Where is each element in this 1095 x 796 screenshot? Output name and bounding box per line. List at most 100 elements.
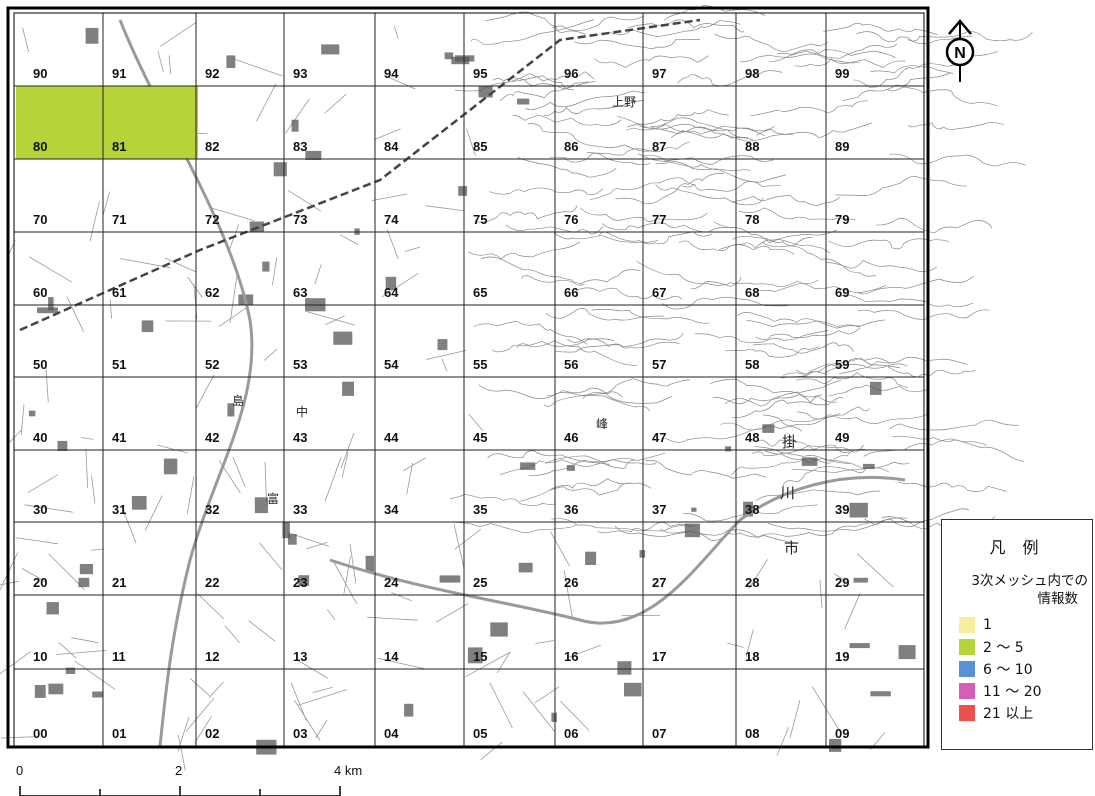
- contour-line: [794, 58, 906, 68]
- contour-line: [776, 43, 898, 59]
- contour-line: [828, 384, 927, 397]
- legend-item: 1: [959, 614, 1042, 636]
- mesh-cell-label: 09: [835, 726, 849, 741]
- street-line: [522, 691, 555, 732]
- contour-line: [713, 221, 813, 246]
- street-line: [406, 462, 413, 495]
- contour-line: [712, 394, 822, 405]
- river-line: [329, 475, 906, 625]
- street-line: [550, 531, 570, 567]
- contour-line: [449, 493, 555, 506]
- contour-line: [755, 489, 880, 501]
- street-line: [748, 559, 768, 589]
- street-line: [535, 640, 554, 644]
- street-line: [426, 350, 467, 360]
- building-block: [849, 643, 870, 649]
- mesh-cell-label: 98: [745, 66, 759, 81]
- contour-line: [470, 19, 595, 45]
- mesh-cell-label: 40: [33, 430, 47, 445]
- contour-line: [823, 22, 938, 36]
- street-line: [325, 315, 345, 326]
- mesh-cell-label: 17: [652, 649, 666, 664]
- building-block: [131, 496, 147, 510]
- street-line: [210, 207, 255, 222]
- street-line: [856, 553, 894, 588]
- street-line: [45, 368, 49, 403]
- street-line: [306, 541, 328, 550]
- contour-line: [476, 205, 578, 223]
- building-block: [624, 682, 642, 697]
- building-block: [92, 691, 103, 698]
- legend-item-label: 11 ～ 20: [983, 684, 1042, 700]
- contour-line: [527, 123, 652, 152]
- street-line: [102, 191, 111, 215]
- street-line: [324, 93, 347, 114]
- mesh-cell-label: 66: [564, 285, 578, 300]
- contour-line: [690, 279, 819, 290]
- street-line: [272, 257, 278, 286]
- contour-line: [655, 184, 764, 206]
- contour-line: [582, 378, 691, 399]
- street-line: [232, 58, 283, 77]
- mesh-cell-label: 25: [473, 575, 487, 590]
- street-line: [27, 474, 59, 494]
- mesh-cell-label: 35: [473, 502, 487, 517]
- scale-label-4km: 4 km: [334, 763, 362, 778]
- building-block: [34, 685, 46, 698]
- mesh-cell-label: 82: [205, 139, 219, 154]
- place-ueno: 上野: [612, 95, 636, 109]
- contour-line: [863, 438, 987, 457]
- street-line: [349, 543, 357, 584]
- street-line: [496, 651, 511, 674]
- mesh-cell-label: 63: [293, 285, 307, 300]
- contour-line: [736, 312, 861, 329]
- building-block: [551, 712, 557, 722]
- contour-line: [545, 308, 664, 321]
- contour-line: [767, 517, 908, 532]
- mesh-cell-label: 15: [473, 649, 487, 664]
- street-line: [256, 83, 277, 122]
- contour-line: [614, 525, 736, 537]
- street-line: [287, 189, 322, 212]
- contour-line: [480, 256, 585, 286]
- street-line: [66, 296, 84, 332]
- building-block: [478, 86, 493, 98]
- contour-line: [853, 66, 954, 88]
- legend-item-label: 2 ～ 5: [983, 640, 1024, 656]
- contour-line: [525, 99, 645, 114]
- north-arrow-label: N: [954, 45, 966, 62]
- map-frame: [6, 6, 930, 749]
- street-line: [489, 682, 513, 729]
- contour-line: [732, 235, 831, 254]
- contour-line: [907, 31, 1033, 42]
- street-line: [119, 258, 171, 269]
- building-block: [444, 52, 454, 60]
- contour-line: [738, 207, 856, 221]
- scale-label-0: 0: [16, 763, 23, 778]
- building-block: [48, 297, 54, 311]
- mesh-cell-label: 46: [564, 430, 578, 445]
- mesh-cell-label: 69: [835, 285, 849, 300]
- contour-line: [576, 287, 682, 300]
- building-block: [853, 577, 868, 583]
- building-block: [298, 575, 310, 586]
- contour-line: [857, 309, 990, 320]
- street-line: [74, 660, 116, 690]
- contour-line: [838, 356, 968, 374]
- street-line: [85, 448, 89, 488]
- street-line: [391, 592, 412, 602]
- mesh-cell-label: 79: [835, 212, 849, 227]
- street-line: [441, 358, 448, 372]
- legend-item: 21 以上: [959, 702, 1042, 724]
- mesh-cell-label: 60: [33, 285, 47, 300]
- mesh-cell-label: 62: [205, 285, 219, 300]
- contour-line: [484, 11, 586, 35]
- street-line: [383, 74, 416, 90]
- contour-line: [505, 224, 604, 235]
- contour-line: [907, 122, 1004, 131]
- legend-item: 6 ～ 10: [959, 658, 1042, 680]
- contour-line: [655, 161, 751, 171]
- contour-line: [499, 81, 596, 102]
- building-block: [898, 645, 916, 660]
